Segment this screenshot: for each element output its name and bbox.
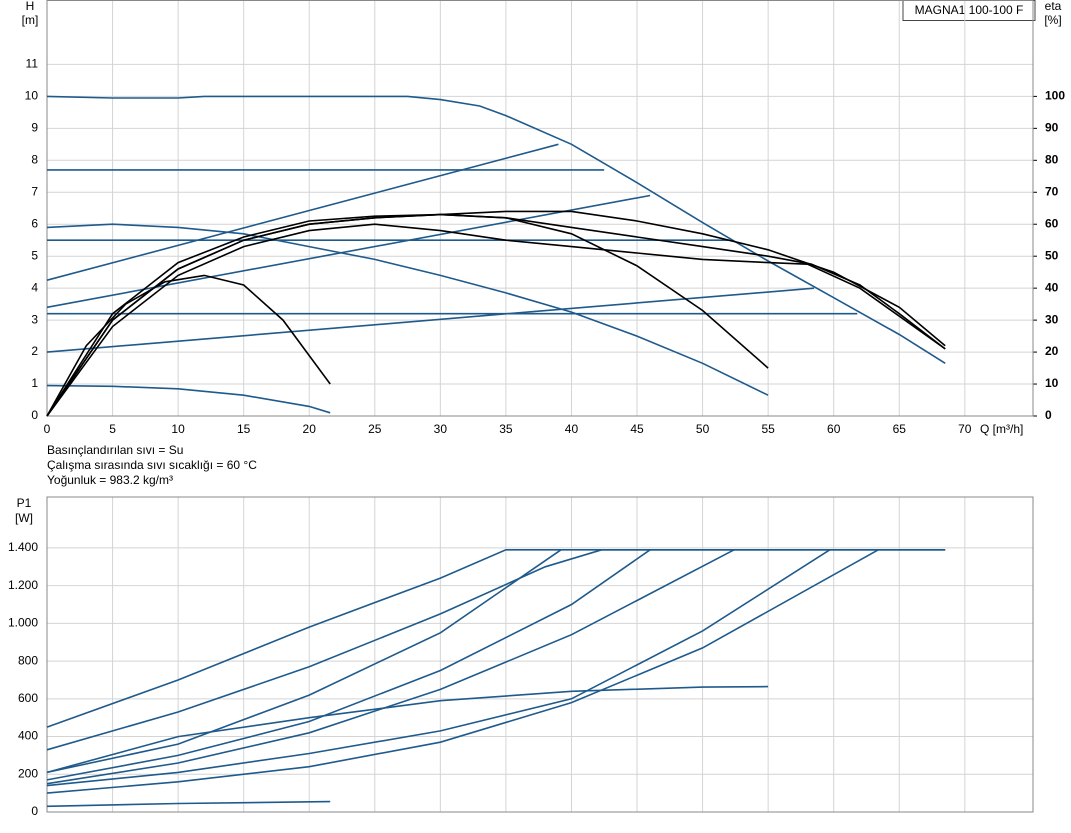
x-tick-label: 65	[893, 422, 907, 436]
y-tick-label: 4	[31, 280, 38, 294]
x-tick-label: 60	[827, 422, 841, 436]
curve	[46, 549, 651, 781]
curve	[46, 549, 735, 785]
curve	[46, 549, 562, 774]
y-tick-label: 0	[31, 408, 38, 422]
y-label: H	[26, 0, 35, 13]
y-tick-label: 6	[31, 216, 38, 230]
y-tick-label: 0	[31, 804, 38, 818]
curve	[46, 213, 769, 417]
x-tick-label: 20	[303, 422, 317, 436]
annotation: Çalışma sırasında sıvı sıcaklığı = 60 °C	[47, 458, 257, 472]
curve	[46, 210, 946, 417]
y-tick-label: 200	[18, 766, 38, 780]
plot-frame	[46, 0, 1034, 417]
y2-tick-label: 30	[1045, 312, 1059, 326]
y2-tick-label: 60	[1045, 216, 1059, 230]
y-tick-label: 7	[31, 184, 38, 198]
y2-tick-label: 70	[1045, 184, 1059, 198]
x-tick-label: 55	[761, 422, 775, 436]
x-label: Q [m³/h]	[980, 422, 1023, 436]
y-tick-label: 10	[25, 89, 39, 103]
curve	[46, 223, 769, 396]
y2-label: eta	[1045, 0, 1062, 13]
curve	[46, 549, 946, 751]
x-tick-label: 30	[434, 422, 448, 436]
curve	[46, 274, 331, 417]
curve	[46, 384, 331, 414]
y2-unit: [%]	[1044, 13, 1061, 27]
curve	[46, 685, 769, 774]
curve	[46, 549, 946, 728]
annotation: Yoğunluk = 983.2 kg/m³	[47, 473, 173, 487]
y2-tick-label: 10	[1045, 376, 1059, 390]
curve	[46, 549, 879, 794]
x-tick-label: 10	[171, 422, 185, 436]
y-label: P1	[17, 496, 32, 510]
y2-tick-label: 90	[1045, 121, 1059, 135]
y-unit: [W]	[15, 511, 33, 525]
y-tick-label: 1.200	[8, 578, 38, 592]
y-tick-label: 8	[31, 152, 38, 166]
chart-title: MAGNA1 100-100 F	[915, 3, 1024, 17]
y2-tick-label: 0	[1045, 408, 1052, 422]
y-tick-label: 5	[31, 248, 38, 262]
y-tick-label: 400	[18, 729, 38, 743]
curve	[46, 143, 559, 281]
y2-tick-label: 40	[1045, 280, 1059, 294]
x-tick-label: 35	[499, 422, 513, 436]
x-tick-label: 50	[696, 422, 710, 436]
x-tick-label: 45	[630, 422, 644, 436]
curve	[46, 800, 331, 808]
y-tick-label: 800	[18, 653, 38, 667]
x-tick-label: 15	[237, 422, 251, 436]
y-tick-label: 9	[31, 121, 38, 135]
plot-frame	[46, 496, 1034, 813]
y-tick-label: 2	[31, 344, 38, 358]
curve	[46, 223, 946, 417]
curve	[46, 95, 946, 364]
curve	[46, 194, 651, 309]
y-tick-label: 3	[31, 312, 38, 326]
y2-tick-label: 100	[1045, 89, 1065, 103]
y2-tick-label: 50	[1045, 248, 1059, 262]
x-tick-label: 40	[565, 422, 579, 436]
y-tick-label: 11	[26, 57, 39, 71]
y-tick-label: 600	[18, 691, 38, 705]
x-tick-label: 5	[109, 422, 116, 436]
y-tick-label: 1.000	[8, 616, 38, 630]
x-tick-label: 0	[44, 422, 51, 436]
x-tick-label: 70	[958, 422, 972, 436]
x-tick-label: 25	[368, 422, 382, 436]
curve	[46, 213, 946, 417]
curve	[46, 549, 831, 787]
y-tick-label: 1	[31, 376, 38, 390]
annotation: Basınçlandırılan sıvı = Su	[47, 443, 183, 457]
y2-tick-label: 20	[1045, 344, 1059, 358]
y-unit: [m]	[22, 13, 39, 27]
y-tick-label: 1.400	[8, 540, 38, 554]
y2-tick-label: 80	[1045, 152, 1059, 166]
